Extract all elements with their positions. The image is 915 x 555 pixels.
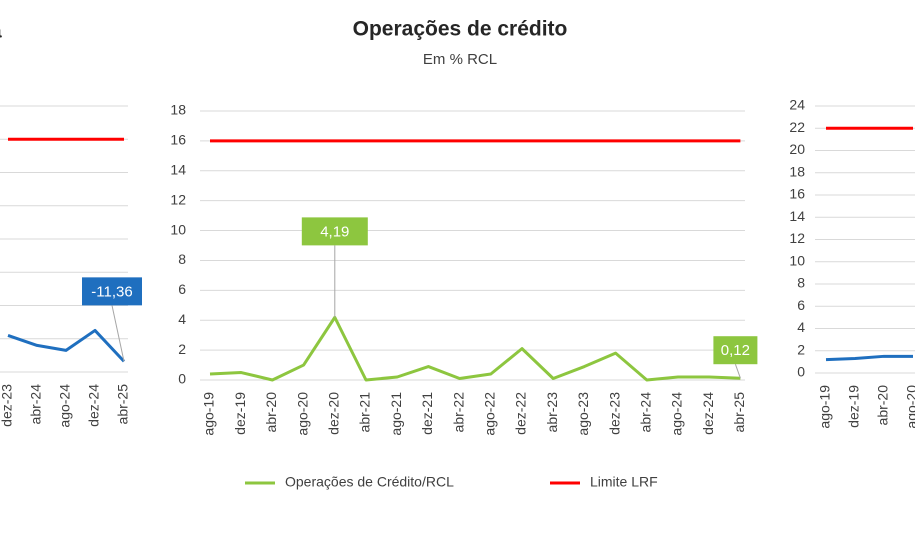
x-tick-label: dez-20 <box>326 392 342 435</box>
y-tick-label: 8 <box>178 251 186 267</box>
y-tick-label: 14 <box>170 161 186 177</box>
y-tick-label: 18 <box>789 163 805 179</box>
data-label-box <box>713 336 758 365</box>
x-tick-label: dez-24 <box>86 384 102 427</box>
y-tick-label: 16 <box>170 132 186 148</box>
y-tick-label: 4 <box>178 311 186 327</box>
y-tick-label: 0 <box>178 371 186 387</box>
y-tick-label: 20 <box>789 141 805 157</box>
y-tick-label: 10 <box>789 252 805 268</box>
chart-subtitle: Em % RCL <box>423 51 497 68</box>
x-tick-label: ago-21 <box>388 392 404 436</box>
y-tick-label: 12 <box>170 191 186 207</box>
x-tick-label: abr-25 <box>731 392 747 433</box>
y-tick-label: 12 <box>789 230 805 246</box>
x-tick-label: ago-24 <box>669 392 685 436</box>
x-tick-label: dez-19 <box>846 385 862 428</box>
data-label-box <box>301 217 368 246</box>
x-tick-label: abr-22 <box>450 392 466 433</box>
x-tick-label: ago-24 <box>57 384 73 428</box>
x-tick-label: dez-23 <box>0 384 15 427</box>
legend-label: Limite LRF <box>590 474 658 490</box>
y-tick-label: 16 <box>789 186 805 202</box>
y-tick-label: 22 <box>789 119 805 135</box>
x-tick-label: ago-20 <box>294 392 310 436</box>
y-tick-label: 4 <box>797 319 805 335</box>
x-tick-label: abr-23 <box>544 392 560 433</box>
data-label-box <box>82 277 142 306</box>
y-tick-label: 6 <box>178 281 186 297</box>
y-tick-label: 2 <box>797 341 805 357</box>
y-tick-label: 24 <box>789 97 805 113</box>
x-tick-label: dez-22 <box>513 392 529 435</box>
data-label: 4,19 <box>320 223 349 240</box>
y-tick-label: 14 <box>789 208 805 224</box>
y-tick-label: 2 <box>178 341 186 357</box>
x-tick-label: dez-23 <box>606 392 622 435</box>
y-tick-label: 18 <box>170 102 186 118</box>
x-tick-label: abr-20 <box>875 385 891 426</box>
x-tick-label: ago-19 <box>201 392 217 436</box>
data-line <box>209 315 741 382</box>
x-tick-label: abr-24 <box>28 384 44 425</box>
x-tick-label: abr-20 <box>263 392 279 433</box>
x-tick-label: ago-22 <box>482 392 498 436</box>
legend-label: Operações de Crédito/RCL <box>285 474 454 490</box>
y-tick-label: 0 <box>797 364 805 380</box>
x-tick-label: dez-21 <box>419 392 435 435</box>
label-leader <box>734 364 741 379</box>
x-tick-label: dez-19 <box>232 392 248 435</box>
x-tick-label: dez-24 <box>700 392 716 435</box>
y-tick-label: 8 <box>797 275 805 291</box>
x-tick-label: ago-23 <box>575 392 591 436</box>
y-tick-label: 6 <box>797 297 805 313</box>
x-tick-label: ago-19 <box>817 385 833 429</box>
data-line <box>7 328 126 363</box>
chart-title: Operações de crédito <box>353 18 568 41</box>
x-tick-label: ago-20 <box>904 385 915 429</box>
data-line <box>825 354 913 362</box>
x-tick-label: abr-24 <box>638 392 654 433</box>
label-leader <box>111 305 125 362</box>
data-label: 0,12 <box>721 342 750 359</box>
data-label: -11,36 <box>91 283 132 300</box>
y-tick-label: 10 <box>170 221 186 237</box>
x-tick-label: abr-21 <box>357 392 373 433</box>
chart-title: a <box>0 20 2 43</box>
x-tick-label: abr-25 <box>115 384 131 425</box>
